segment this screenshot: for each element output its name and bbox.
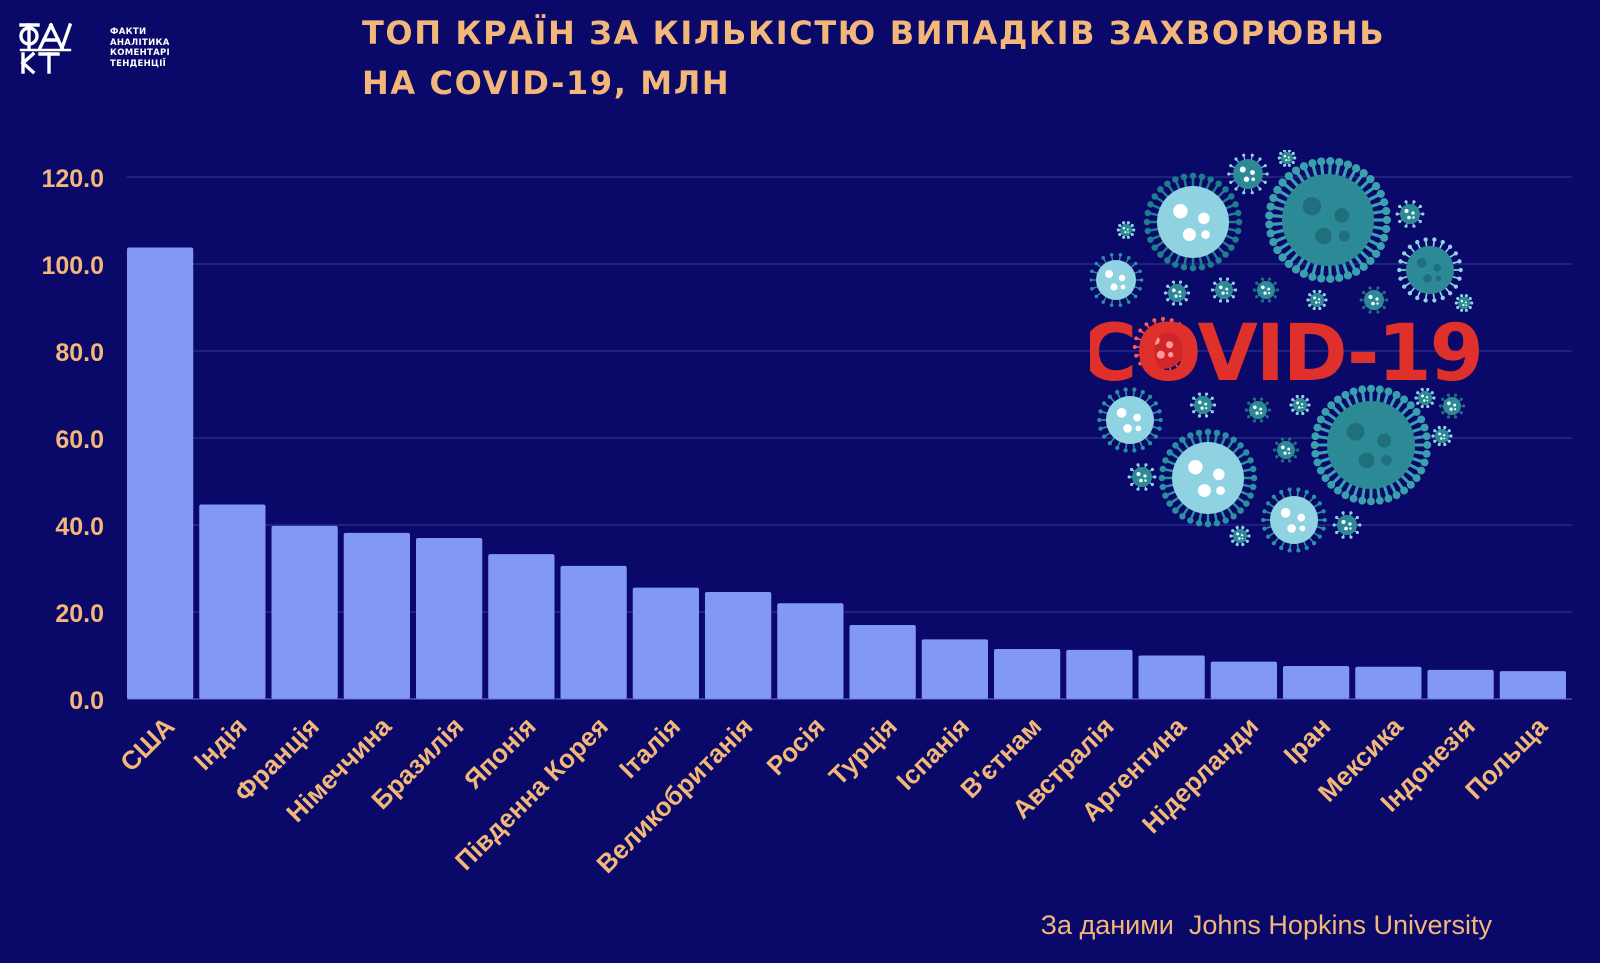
source-note: За даними Johns Hopkins University (1040, 910, 1492, 940)
virus-icon (1244, 397, 1272, 423)
virus-icon (1359, 286, 1389, 314)
bar (1210, 661, 1277, 699)
virus-icon (1229, 525, 1251, 547)
logo-line: ТЕНДЕНЦІЇ (110, 58, 167, 69)
bar (777, 603, 844, 699)
bar (849, 625, 916, 699)
bar (1427, 669, 1494, 699)
virus-icon (1289, 394, 1311, 416)
virus-icon (1252, 277, 1280, 303)
bar (488, 554, 555, 699)
logo-mark (19, 22, 73, 75)
virus-icon (1395, 200, 1425, 228)
virus-icon (1097, 387, 1163, 453)
y-axis-ticks: 0.0 20.0 40.0 60.0 80.0 100.0 120.0 (41, 165, 104, 715)
virus-icon (1431, 425, 1453, 447)
virus-icon (1265, 157, 1392, 283)
virus-icon (1163, 280, 1191, 306)
bar (199, 504, 266, 699)
virus-icon (1116, 221, 1136, 239)
y-tick-label: 60.0 (55, 426, 104, 454)
bars (127, 247, 1572, 700)
y-tick-label: 80.0 (55, 339, 104, 367)
x-tick-label: Іран (1277, 711, 1336, 770)
virus-icon (1438, 393, 1466, 419)
virus-particles (1090, 150, 1474, 553)
bar (343, 532, 410, 699)
virus-icon (1310, 384, 1432, 506)
virus-icon (1143, 172, 1243, 272)
logo-line: КОМЕНТАРІ (110, 48, 171, 58)
coronavirus-illustration-icon: COVID-19 (1090, 150, 1484, 553)
chart-title: ТОП КРАЇН ЗА КІЛЬКІСТЮ ВИПАДКІВ ЗАХВОРЮВ… (362, 8, 1522, 108)
bar (1355, 666, 1422, 699)
x-tick-label: Росія (761, 711, 831, 781)
logo-line: ФАКТИ (110, 27, 147, 37)
logo-text: ФАКТИ АНАЛІТИКА КОМЕНТАРІ ТЕНДЕНЦІЇ (110, 27, 170, 69)
bar (632, 587, 699, 699)
covid-label: COVID-19 (1090, 309, 1482, 399)
virus-icon (1158, 428, 1258, 528)
x-tick-label: Індія (188, 711, 253, 776)
x-tick-label: США (114, 711, 180, 777)
virus-icon (1132, 316, 1194, 378)
virus-icon (1210, 277, 1238, 303)
bar (1283, 665, 1350, 699)
x-tick-label: Турція (823, 711, 903, 791)
logo-line: АНАЛІТИКА (110, 37, 170, 48)
virus-icon (1397, 237, 1463, 303)
bar (1138, 655, 1205, 699)
bar (560, 565, 627, 699)
bar (705, 591, 772, 699)
virus-icon (1277, 150, 1297, 167)
bar (921, 639, 988, 699)
y-tick-label: 20.0 (55, 600, 104, 628)
y-tick-label: 100.0 (41, 252, 104, 280)
chart-title-line-1: ТОП КРАЇН ЗА КІЛЬКІСТЮ ВИПАДКІВ ЗАХВОРЮВ… (362, 14, 1386, 52)
virus-icon (1227, 153, 1269, 195)
virus-icon (1414, 387, 1436, 409)
bar (416, 538, 483, 699)
bar (1499, 671, 1566, 699)
x-axis-ticks: США ІндіяФранціяНімеччинаБразиліяЯпоніяПі… (114, 711, 1553, 879)
virus-icon (1272, 437, 1300, 463)
y-tick-label: 0.0 (69, 687, 104, 715)
y-tick-label: 120.0 (41, 165, 104, 193)
bar (1066, 649, 1133, 699)
virus-icon (1189, 392, 1217, 418)
bar (127, 247, 194, 699)
chart-title-line-2: НА COVID-19, МЛН (362, 64, 731, 102)
virus-icon (1090, 252, 1144, 308)
logo: ФАКТИ АНАЛІТИКА КОМЕНТАРІ ТЕНДЕНЦІЇ (18, 20, 170, 76)
virus-icon (1454, 294, 1474, 312)
bar (994, 648, 1061, 699)
y-tick-label: 40.0 (55, 513, 104, 541)
virus-icon (1127, 463, 1157, 491)
virus-icon (1261, 487, 1327, 553)
virus-icon (1306, 289, 1328, 311)
virus-icon (1332, 511, 1362, 539)
bar (271, 525, 338, 699)
